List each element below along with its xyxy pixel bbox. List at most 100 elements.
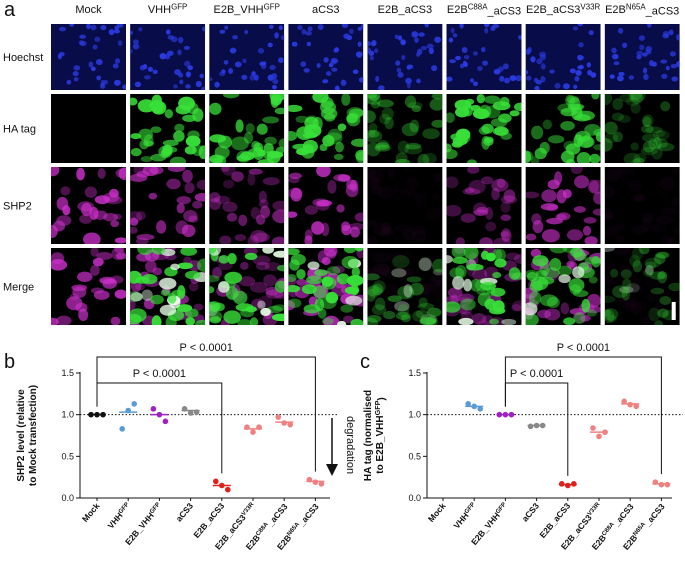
cell: [313, 285, 327, 299]
cell: [249, 74, 256, 81]
micrograph: [604, 248, 680, 325]
cell: [586, 62, 591, 68]
micrograph: [288, 167, 364, 244]
cell: [645, 126, 663, 134]
cell: [253, 232, 270, 242]
cell: [636, 50, 644, 56]
cell: [655, 130, 666, 137]
significance-bracket: [504, 356, 662, 475]
cell: [147, 66, 154, 72]
cell: [573, 84, 578, 89]
cell: [194, 193, 206, 202]
cell: [532, 255, 549, 267]
cell: [612, 131, 623, 143]
cell: [337, 320, 347, 325]
micrograph-bg: [367, 248, 443, 325]
cell: [573, 312, 586, 324]
label-sup: C88A: [468, 2, 489, 11]
cell: [238, 214, 248, 227]
cell: [369, 55, 374, 61]
cell: [132, 39, 139, 45]
cell: [224, 25, 229, 30]
label-sup: V33R: [240, 501, 256, 518]
data-point: [633, 403, 639, 410]
micrograph-bg: [367, 94, 443, 163]
micrograph: [130, 248, 206, 325]
cell: [300, 61, 307, 68]
cell: [250, 229, 268, 243]
cell: [320, 97, 334, 109]
micrograph: [367, 94, 443, 163]
cell: [449, 59, 456, 64]
cell: [620, 269, 632, 279]
cell: [245, 123, 255, 134]
cell: [446, 301, 461, 313]
cell: [220, 167, 230, 172]
cell: [560, 120, 575, 131]
cell: [374, 48, 379, 54]
cell: [346, 275, 364, 287]
cell: [418, 32, 425, 37]
cell: [499, 75, 505, 82]
cell: [242, 58, 247, 64]
cell: [255, 261, 270, 271]
cell: [531, 213, 542, 225]
micrograph: [446, 167, 522, 244]
micrograph: [209, 167, 285, 244]
cell: [94, 195, 110, 205]
cell: [434, 36, 442, 43]
cell: [404, 95, 417, 108]
cell: [139, 65, 146, 71]
cell: [418, 297, 428, 308]
cell: [485, 221, 497, 232]
cell: [448, 37, 454, 43]
cell: [195, 80, 202, 88]
cell: [494, 258, 507, 268]
cell: [234, 61, 242, 68]
cell: [484, 136, 494, 143]
cell: [375, 75, 380, 83]
cell: [192, 200, 203, 209]
cell: [248, 168, 263, 175]
cell: [525, 302, 538, 316]
cell: [79, 214, 93, 224]
data-point: [527, 423, 534, 430]
label-after: _aCS3: [645, 5, 680, 17]
cell: [394, 224, 411, 231]
data-point: [559, 481, 565, 487]
x-tick-label: VHHGFP: [451, 501, 478, 531]
cell: [288, 298, 302, 308]
cell: [526, 75, 532, 81]
cell: [290, 253, 306, 266]
micrograph-bg: [604, 94, 680, 163]
cell: [367, 273, 380, 281]
cell: [367, 94, 378, 99]
cell: [198, 145, 206, 160]
cell: [409, 119, 420, 133]
cell: [479, 237, 494, 244]
cell: [563, 317, 576, 325]
cell: [341, 94, 351, 106]
cell: [601, 186, 614, 198]
cell: [539, 54, 547, 61]
cell: [572, 26, 579, 31]
cell: [229, 47, 237, 54]
cell: [469, 78, 475, 83]
cell: [322, 134, 335, 147]
cell: [574, 75, 580, 82]
cell: [368, 50, 375, 56]
cell: [225, 286, 239, 300]
panel-label: c: [360, 351, 370, 373]
cell: [455, 55, 461, 61]
cell: [115, 252, 126, 260]
data-point: [312, 479, 319, 485]
cell: [541, 229, 560, 243]
cell: [604, 227, 618, 237]
cell: [265, 286, 278, 296]
label-after: _aCS3: [296, 501, 321, 528]
cell: [165, 316, 177, 325]
cell: [619, 286, 634, 294]
cell: [92, 257, 104, 267]
cell: [218, 261, 233, 271]
cell: [656, 215, 673, 225]
